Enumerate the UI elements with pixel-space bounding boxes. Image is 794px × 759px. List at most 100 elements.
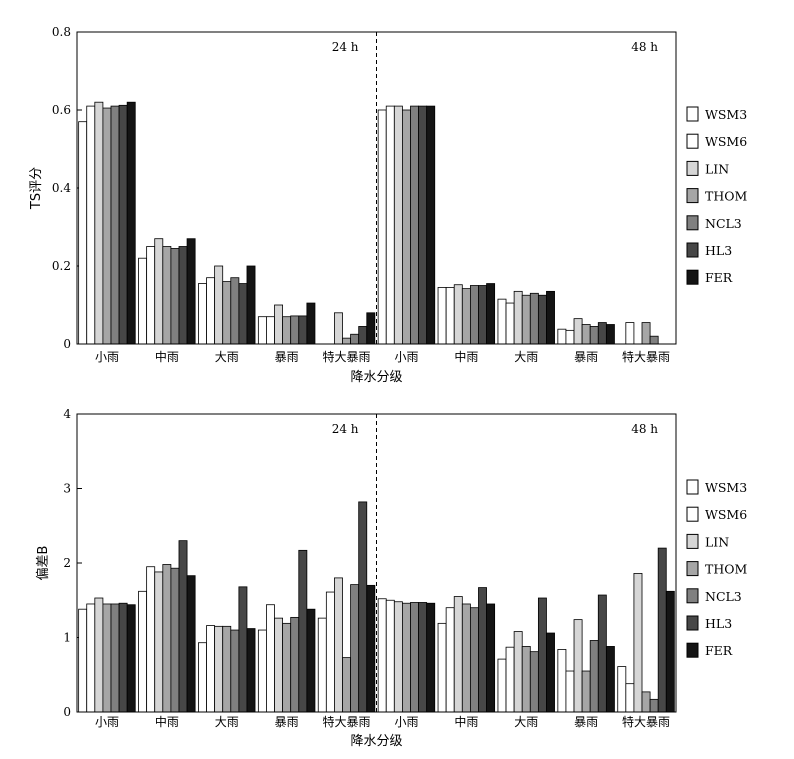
bar-hl3	[418, 602, 428, 713]
bar-lin	[393, 601, 403, 713]
bar-ncl3	[290, 315, 300, 345]
bar-thom	[581, 670, 591, 713]
bar-ncl3	[110, 105, 120, 345]
bar-lin	[334, 312, 343, 345]
legend-top: WSM3 WSM6 LIN THOM NCL3 HL3 FER	[686, 106, 747, 285]
bar-wsm3	[617, 666, 627, 713]
bar-hl3	[597, 322, 607, 345]
legend-label: NCL3	[705, 216, 742, 231]
legend-swatch	[686, 588, 699, 604]
bar-ncl3	[230, 277, 240, 345]
bar-fer	[306, 608, 316, 713]
bar-lin	[513, 631, 523, 713]
bar-ncl3	[110, 603, 120, 713]
bar-fer	[246, 265, 256, 345]
bar-fer	[605, 324, 615, 345]
y-tick-label: 0	[63, 705, 71, 719]
bar-fer	[426, 105, 436, 345]
panel-label: 24 h	[332, 422, 359, 436]
bar-fer	[246, 628, 256, 713]
legend-bottom: WSM3 WSM6 LIN THOM NCL3 HL3 FER	[686, 479, 747, 658]
bar-lin	[94, 101, 104, 345]
legend-label: WSM3	[705, 107, 747, 122]
bar-thom	[222, 625, 232, 713]
x-tick-label: 中雨	[454, 714, 478, 729]
bar-thom	[282, 622, 292, 713]
y-tick-label: 4	[63, 407, 71, 421]
bar-fer	[126, 604, 136, 713]
y-tick-label: 0.6	[52, 103, 71, 117]
bar-thom	[641, 322, 651, 345]
bar-hl3	[537, 294, 547, 345]
bar-thom	[222, 281, 232, 345]
bar-wsm3	[198, 642, 207, 713]
panel-label: 24 h	[332, 40, 359, 54]
bar-wsm6	[565, 329, 575, 345]
legend-label: LIN	[705, 161, 729, 176]
x-tick-label: 小雨	[394, 350, 418, 364]
x-tick-label: 特大暴雨	[622, 714, 670, 729]
x-tick-label: 小雨	[394, 715, 418, 729]
legend-label: NCL3	[705, 589, 742, 604]
bar-ncl3	[589, 326, 599, 345]
bar-wsm3	[377, 598, 387, 713]
x-tick-label: 大雨	[514, 350, 538, 364]
bar-wsm6	[445, 607, 455, 713]
bar-fer	[486, 283, 496, 345]
bar-thom	[102, 107, 112, 345]
y-tick-label: 3	[63, 482, 71, 496]
x-tick-label: 小雨	[95, 715, 119, 729]
bar-wsm6	[86, 603, 96, 713]
bar-hl3	[478, 285, 487, 345]
bar-wsm3	[437, 622, 447, 713]
bar-wsm3	[557, 649, 567, 713]
y-tick-label: 2	[63, 556, 71, 570]
bar-ncl3	[649, 335, 659, 345]
bar-hl3	[657, 547, 667, 713]
x-tick-label: 中雨	[454, 349, 478, 364]
bar-ncl3	[469, 607, 479, 713]
bar-wsm3	[78, 121, 88, 345]
bar-fer	[426, 602, 436, 713]
legend-label: WSM6	[705, 134, 747, 149]
bar-wsm3	[138, 257, 148, 345]
bar-lin	[453, 284, 463, 345]
legend-label: HL3	[705, 616, 732, 631]
bar-hl3	[118, 104, 128, 345]
x-axis-label: 降水分级	[350, 370, 402, 385]
y-axis-label: TS评分	[29, 167, 44, 210]
bar-fer	[186, 238, 196, 345]
bar-fer	[546, 290, 555, 345]
bar-thom	[521, 294, 531, 345]
x-tick-label: 暴雨	[574, 715, 598, 729]
bar-wsm3	[497, 658, 507, 713]
bar-hl3	[478, 587, 487, 713]
bar-lin	[453, 596, 463, 713]
bar-wsm6	[385, 105, 395, 345]
bar-wsm3	[78, 608, 88, 713]
bar-wsm6	[505, 646, 515, 713]
legend-swatch	[686, 533, 699, 549]
x-tick-label: 大雨	[514, 715, 538, 729]
x-tick-label: 暴雨	[275, 350, 299, 364]
bar-wsm3	[198, 283, 207, 345]
bar-fer	[605, 646, 615, 713]
bar-ncl3	[350, 584, 360, 713]
bar-hl3	[358, 501, 368, 713]
y-tick-label: 1	[63, 631, 71, 645]
bar-thom	[461, 288, 471, 345]
bar-wsm6	[445, 287, 455, 345]
bar-fer	[665, 590, 675, 713]
bar-ncl3	[529, 651, 539, 713]
bar-wsm3	[257, 316, 267, 345]
bar-lin	[154, 238, 164, 345]
bar-hl3	[118, 602, 128, 713]
bar-thom	[102, 603, 112, 713]
bar-wsm3	[317, 617, 327, 713]
y-tick-label: 0.8	[52, 25, 71, 39]
bar-ncl3	[350, 333, 360, 345]
bar-wsm6	[146, 246, 156, 345]
bar-wsm6	[266, 604, 275, 713]
legend-swatch	[686, 561, 699, 577]
bar-hl3	[537, 597, 547, 713]
